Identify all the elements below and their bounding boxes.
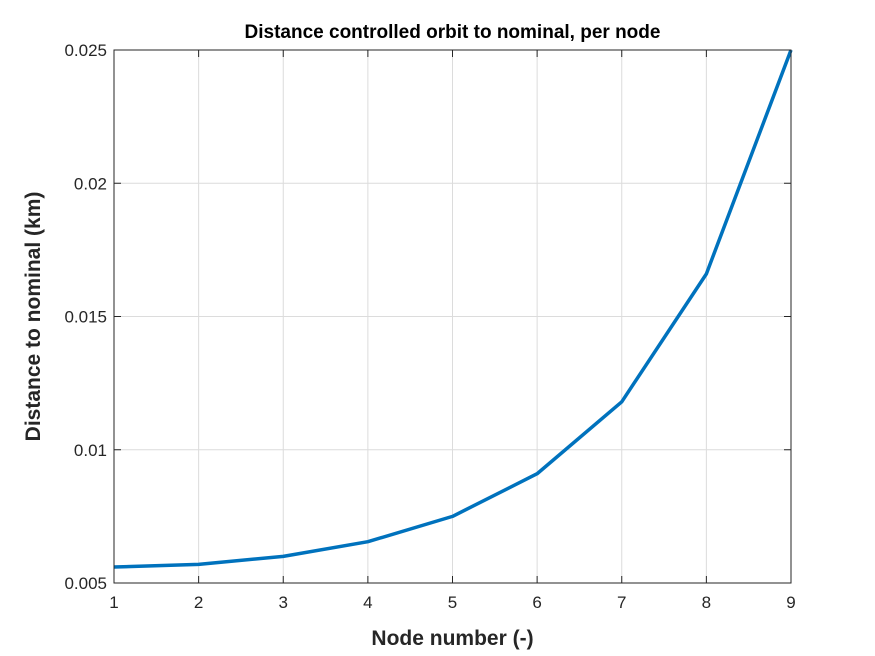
y-tick-label: 0.015 <box>64 308 107 327</box>
y-tick-label: 0.01 <box>74 441 107 460</box>
chart-title: Distance controlled orbit to nominal, pe… <box>245 22 661 43</box>
x-tick-label: 3 <box>279 593 288 612</box>
x-tick-label: 5 <box>448 593 457 612</box>
x-tick-label: 7 <box>617 593 626 612</box>
grid-lines <box>113 49 792 584</box>
series-line <box>113 49 793 569</box>
x-tick-label: 2 <box>194 593 203 612</box>
y-tick-label: 0.02 <box>74 174 107 193</box>
y-tick-labels: 0.005 0.01 0.015 0.02 0.025 <box>64 41 107 593</box>
y-tick-label: 0.005 <box>64 574 107 593</box>
x-tick-label: 6 <box>532 593 541 612</box>
x-tick-labels: 1 2 3 4 5 6 7 8 9 <box>109 593 795 612</box>
ticks <box>113 49 792 584</box>
y-tick-label: 0.025 <box>64 41 107 60</box>
x-axis-label: Node number (-) <box>371 627 533 650</box>
series-layer <box>113 49 793 569</box>
y-axis-label: Distance to nominal (km) <box>22 192 45 442</box>
x-tick-label: 4 <box>363 593 372 612</box>
x-tick-label: 1 <box>109 593 118 612</box>
x-tick-label: 9 <box>786 593 795 612</box>
x-tick-label: 8 <box>702 593 711 612</box>
